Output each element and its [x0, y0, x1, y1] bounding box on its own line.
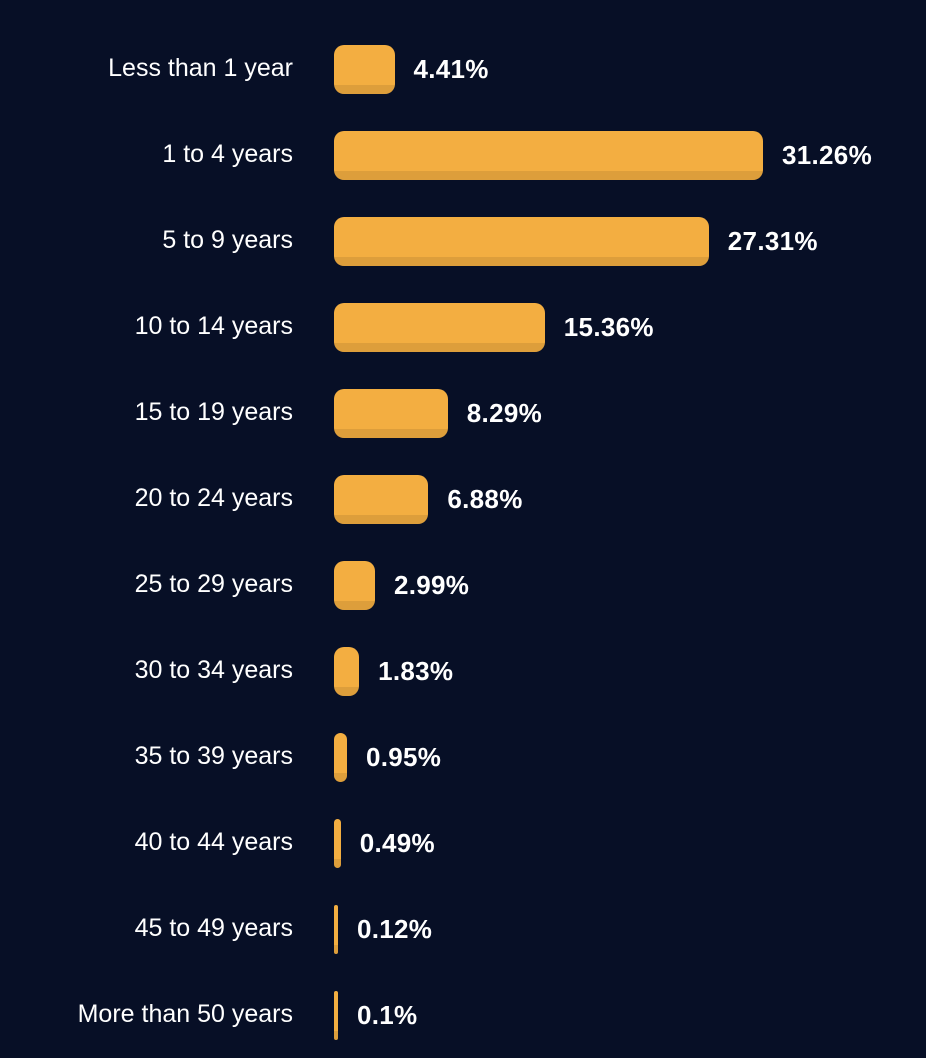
bar[interactable] [334, 216, 709, 266]
value-label: 8.29% [466, 397, 543, 428]
bar-area: 27.31% [334, 216, 926, 266]
chart-row: 40 to 44 years 0.49% [0, 800, 926, 886]
value-label: 0.1% [357, 999, 418, 1030]
value-label: 0.95% [366, 741, 442, 772]
value-label: 4.41% [413, 53, 489, 84]
category-label: 25 to 29 years [134, 570, 293, 599]
category-label: 1 to 4 years [162, 140, 293, 169]
chart-row: 10 to 14 years 15.36% [0, 284, 926, 370]
chart-row: 35 to 39 years 0.95% [0, 714, 926, 800]
bar-area: 0.12% [334, 904, 926, 954]
chart-row: 20 to 24 years 6.88% [0, 456, 926, 542]
bar[interactable] [334, 818, 341, 868]
bar-area: 8.29% [334, 388, 926, 438]
category-label: 20 to 24 years [134, 484, 293, 513]
value-label: 0.49% [359, 827, 435, 858]
bar[interactable] [334, 646, 360, 696]
bar-area: 0.95% [334, 732, 926, 782]
bar[interactable] [334, 44, 395, 94]
value-label: 2.99% [394, 569, 470, 600]
bar-area: 1.83% [334, 646, 926, 696]
bar[interactable] [334, 474, 429, 524]
bar-area: 4.41% [334, 44, 926, 94]
value-label: 31.26% [782, 139, 872, 170]
category-label: More than 50 years [77, 1000, 293, 1029]
value-label: 15.36% [563, 311, 654, 342]
bar-area: 6.88% [334, 474, 926, 524]
chart-row: 30 to 34 years 1.83% [0, 628, 926, 714]
value-label: 6.88% [447, 483, 523, 514]
bar-area: 31.26% [334, 130, 926, 180]
chart-row: More than 50 years 0.1% [0, 972, 926, 1058]
value-label: 0.12% [357, 913, 433, 944]
bar-area: 15.36% [334, 302, 926, 352]
chart-row: 1 to 4 years 31.26% [0, 112, 926, 198]
bar[interactable] [334, 130, 763, 180]
bar[interactable] [334, 302, 545, 352]
bar-area: 2.99% [334, 560, 926, 610]
category-label: 10 to 14 years [134, 312, 293, 341]
chart-row: 25 to 29 years 2.99% [0, 542, 926, 628]
category-label: 15 to 19 years [134, 398, 293, 427]
value-label: 27.31% [727, 225, 818, 256]
bar[interactable] [334, 904, 338, 954]
bar[interactable] [334, 732, 347, 782]
bar[interactable] [334, 990, 338, 1040]
chart-row: Less than 1 year 4.41% [0, 26, 926, 112]
category-label: 30 to 34 years [134, 656, 293, 685]
chart-row: 15 to 19 years 8.29% [0, 370, 926, 456]
category-label: 45 to 49 years [134, 914, 293, 943]
chart-row: 5 to 9 years 27.31% [0, 198, 926, 284]
category-label: 5 to 9 years [162, 226, 293, 255]
category-label: 40 to 44 years [134, 828, 293, 857]
bar-area: 0.1% [334, 990, 926, 1040]
value-label: 1.83% [378, 655, 454, 686]
bar[interactable] [334, 388, 448, 438]
bar-area: 0.49% [334, 818, 926, 868]
category-label: Less than 1 year [108, 54, 293, 83]
chart-row: 45 to 49 years 0.12% [0, 886, 926, 972]
bar[interactable] [334, 560, 375, 610]
category-label: 35 to 39 years [134, 742, 293, 771]
